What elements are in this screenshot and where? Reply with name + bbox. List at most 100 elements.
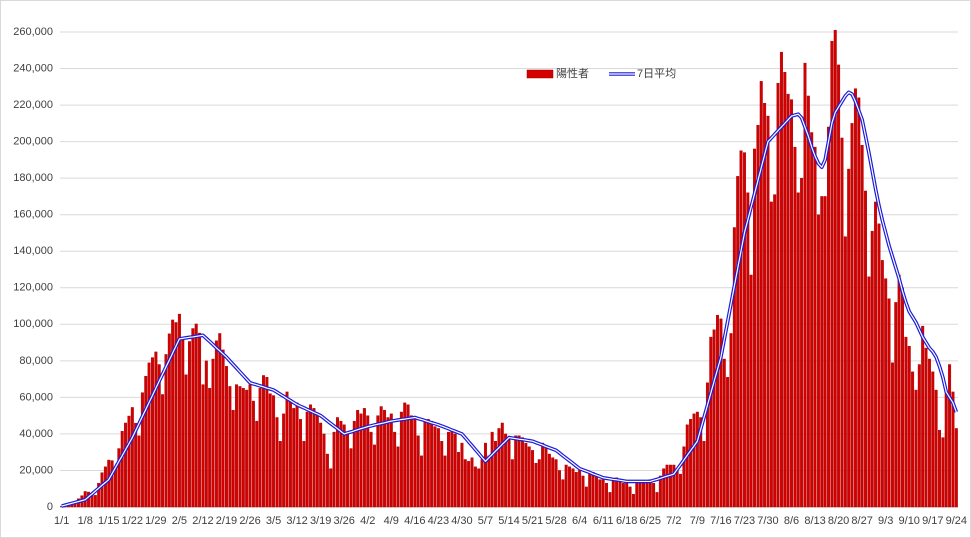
bar bbox=[420, 455, 424, 508]
bar bbox=[685, 424, 689, 508]
bar bbox=[544, 446, 548, 508]
x-tick-label: 1/1 bbox=[54, 515, 69, 527]
bar bbox=[608, 492, 612, 508]
bar bbox=[803, 62, 807, 508]
bar bbox=[944, 391, 948, 508]
bar bbox=[907, 346, 911, 508]
bar bbox=[864, 190, 867, 508]
bar bbox=[537, 459, 541, 508]
bar bbox=[547, 453, 551, 508]
bar bbox=[954, 428, 958, 508]
y-tick-label: 120,000 bbox=[13, 282, 53, 294]
bar bbox=[860, 145, 864, 508]
bar bbox=[800, 177, 804, 508]
bar bbox=[262, 375, 265, 508]
bar bbox=[524, 442, 528, 508]
x-tick-label: 9/3 bbox=[878, 515, 893, 527]
bar bbox=[645, 483, 649, 508]
bar bbox=[917, 364, 921, 508]
bar bbox=[887, 298, 891, 508]
bar bbox=[867, 276, 871, 508]
bar bbox=[322, 433, 326, 508]
bar bbox=[258, 388, 262, 508]
bar bbox=[682, 446, 686, 508]
bar bbox=[924, 347, 928, 508]
bar bbox=[188, 341, 191, 508]
bar bbox=[184, 374, 188, 508]
y-tick-label: 260,000 bbox=[13, 26, 53, 38]
bar bbox=[302, 441, 306, 508]
bar bbox=[514, 435, 518, 508]
x-tick-label: 4/9 bbox=[384, 515, 399, 527]
bar bbox=[467, 461, 471, 508]
bar bbox=[379, 406, 383, 508]
bar bbox=[268, 393, 272, 508]
bar bbox=[329, 468, 333, 508]
y-tick-label: 220,000 bbox=[13, 99, 53, 111]
bar bbox=[598, 479, 602, 508]
bar bbox=[473, 466, 477, 508]
bar bbox=[255, 420, 259, 508]
bar bbox=[494, 441, 498, 508]
x-tick-label: 7/23 bbox=[734, 515, 755, 527]
bar bbox=[446, 431, 450, 508]
x-tick-label: 5/28 bbox=[545, 515, 566, 527]
bar bbox=[850, 123, 854, 508]
bar bbox=[248, 384, 252, 508]
bar bbox=[591, 472, 595, 508]
bar bbox=[352, 420, 356, 508]
x-tick-label: 2/5 bbox=[172, 515, 187, 527]
bar bbox=[305, 411, 309, 508]
bar bbox=[463, 459, 467, 508]
bar bbox=[813, 146, 817, 508]
x-tick-label: 3/26 bbox=[333, 515, 354, 527]
x-tick-label: 1/8 bbox=[78, 515, 93, 527]
bar bbox=[551, 457, 555, 508]
x-tick-label: 5/14 bbox=[498, 515, 519, 527]
bar bbox=[705, 382, 709, 508]
bar bbox=[520, 437, 524, 508]
bar bbox=[578, 470, 582, 508]
bar bbox=[894, 302, 898, 508]
bar bbox=[901, 287, 904, 508]
bar bbox=[147, 362, 151, 508]
y-tick-label: 0 bbox=[47, 501, 53, 513]
average-line-inner bbox=[61, 91, 957, 507]
y-tick-label: 180,000 bbox=[13, 172, 53, 184]
x-tick-label: 6/11 bbox=[593, 515, 614, 527]
bar bbox=[393, 431, 397, 508]
bar bbox=[433, 426, 437, 508]
bar bbox=[507, 437, 511, 508]
bar bbox=[709, 336, 713, 508]
bar bbox=[342, 424, 346, 508]
y-tick-label: 60,000 bbox=[19, 391, 53, 403]
bar bbox=[191, 328, 195, 508]
bar bbox=[198, 332, 202, 508]
y-tick-label: 200,000 bbox=[13, 136, 53, 148]
bar bbox=[561, 479, 565, 508]
bar bbox=[107, 459, 111, 508]
bar bbox=[500, 422, 504, 508]
bar bbox=[453, 433, 457, 508]
bar bbox=[564, 464, 568, 508]
y-tick-label: 20,000 bbox=[19, 464, 53, 476]
bar bbox=[490, 431, 494, 508]
bar bbox=[225, 366, 228, 508]
bar bbox=[457, 451, 461, 508]
bar bbox=[362, 408, 366, 508]
bar bbox=[847, 168, 851, 508]
x-tick-label: 1/29 bbox=[145, 515, 166, 527]
bar bbox=[470, 457, 474, 508]
bar bbox=[480, 459, 484, 508]
bar bbox=[638, 481, 642, 508]
bar bbox=[171, 319, 175, 508]
bar bbox=[726, 377, 730, 508]
bar bbox=[776, 82, 780, 508]
bar bbox=[332, 431, 336, 508]
bar bbox=[904, 336, 908, 508]
x-tick-label: 2/26 bbox=[239, 515, 260, 527]
bar bbox=[309, 404, 313, 508]
bar bbox=[430, 420, 434, 508]
bar bbox=[231, 409, 235, 508]
bar bbox=[214, 340, 218, 508]
